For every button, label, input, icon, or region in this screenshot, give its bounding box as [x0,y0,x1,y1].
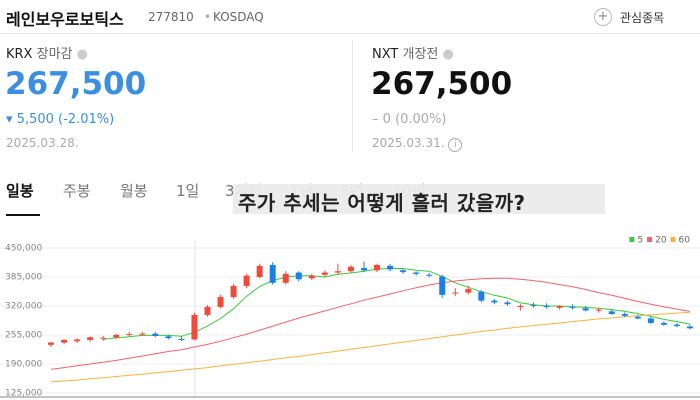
change-value: 5,500 [16,112,54,127]
divider [352,40,353,152]
candle-body [621,314,628,316]
y-tick-label: 255,000 [5,331,42,341]
price: 267,500 [5,66,147,102]
legend-label: 20 [655,236,667,246]
tab[interactable]: 1일 [176,182,200,200]
ma-line [103,268,691,340]
price: 267,500 [371,66,513,102]
dot: • [204,10,212,24]
caption-box [233,184,605,214]
venue: KRX 장마감 ● [6,47,88,62]
candle-body [360,268,367,271]
candle-body [556,306,563,308]
venue-name: NXT [372,47,399,62]
candle-body [191,314,198,340]
candle-body [243,275,250,286]
y-tick-label: 320,000 [5,302,42,312]
candle-body [87,337,94,340]
change: ▾ 5,500 (-2.01%) [6,112,115,127]
candle-body [634,316,641,319]
candle-body [543,306,550,307]
venue-status: 장마감 [36,47,73,62]
tab-underline [6,214,40,216]
caption: 주가 추세는 어떻게 흘러 갔을까? [238,191,526,215]
candle-body [282,273,289,283]
candle-body [178,339,185,341]
candle-body [595,309,602,311]
candle-body [387,265,394,270]
candle-body [308,275,315,279]
date: 2025.03.28. [6,136,79,150]
candle-body [347,266,354,272]
candle-body [530,305,537,307]
ma-line [50,277,691,370]
tab[interactable]: 일봉 [6,182,34,200]
candle-body [295,272,302,280]
candle-body [139,333,146,335]
change-value: 0 [382,112,391,127]
candle-body [673,324,680,327]
candle-body [217,297,224,307]
candle-body [61,339,68,343]
candle-body [152,333,159,336]
candle-body [569,306,576,308]
y-tick-label: 385,000 [5,273,42,283]
legend-swatch [647,237,653,242]
change-pct: (-2.01%) [58,112,115,127]
legend-label: 60 [679,236,691,246]
change: – 0 (0.00%) [372,112,447,127]
candle-body [113,335,120,338]
market: KOSDAQ [213,10,264,24]
stock-name: 레인보우로보틱스 [6,10,124,29]
date: 2025.03.31. i [372,136,463,152]
candle-body [100,337,107,339]
legend-label: 5 [637,236,643,246]
y-tick-label: 125,000 [5,389,42,399]
candle-body [478,291,485,301]
candle-body [48,342,54,345]
legend-swatch [629,237,635,242]
candle-body [204,306,211,315]
ma-line [50,311,691,383]
candle-body [256,265,263,277]
candle-body [321,272,328,275]
watch-button[interactable]: 관심종목 [620,11,665,25]
candle-body [452,292,459,294]
candle-body [439,276,446,295]
candle-body [660,322,667,325]
candle-body [608,311,615,315]
candle-body [126,334,133,336]
venue-name: KRX [6,47,33,62]
y-tick-label: 450,000 [5,244,42,254]
watch-icon[interactable]: + [594,8,612,26]
legend-swatch [670,237,676,242]
candle-body [269,264,276,283]
candle-body [517,306,524,307]
candle-body [465,289,472,293]
candle-body [74,339,81,342]
candle-body [230,285,237,298]
venue: NXT 개장전 ● [372,47,454,62]
candle-body [374,264,381,271]
candle-body [504,302,511,305]
candle-body [165,336,172,339]
candle-body [334,271,341,273]
candle-body [400,270,407,273]
divider [0,33,700,34]
candle-body [687,326,693,329]
candle-body [413,272,420,274]
change-pct: (0.00%) [395,112,447,127]
tab[interactable]: 월봉 [120,182,148,200]
tab[interactable]: 주봉 [63,182,91,200]
candle-body [426,274,433,276]
candle-body [647,318,654,323]
candle-body [491,300,498,303]
y-tick-label: 190,000 [5,360,42,370]
venue-status: 개장전 [402,47,439,62]
stock-code: 277810 [148,10,194,24]
date-text: 2025.03.31. [372,136,445,150]
candle-body [582,308,589,311]
